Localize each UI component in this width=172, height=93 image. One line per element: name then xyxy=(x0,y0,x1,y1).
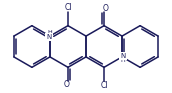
Text: H: H xyxy=(48,31,52,35)
Text: O: O xyxy=(64,80,70,89)
Text: O: O xyxy=(102,4,108,13)
Text: Cl: Cl xyxy=(64,3,72,12)
Text: N: N xyxy=(120,53,126,59)
Text: Cl: Cl xyxy=(100,81,108,90)
Text: N: N xyxy=(46,34,52,40)
Text: H: H xyxy=(121,58,126,62)
